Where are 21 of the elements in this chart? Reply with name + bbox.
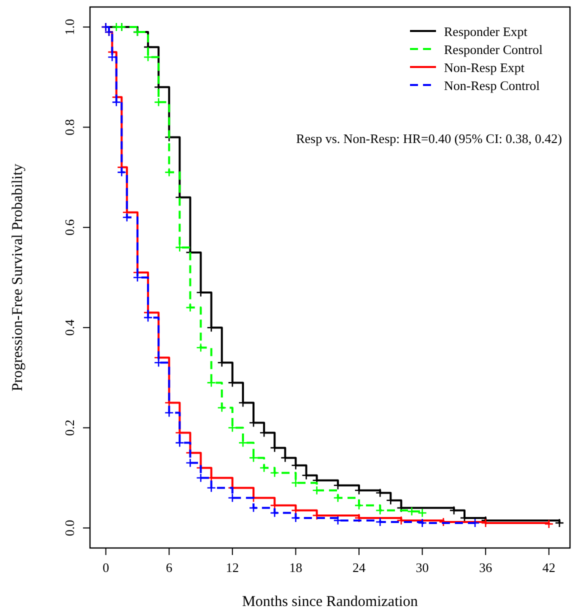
y-tick-label: 0.2 xyxy=(62,420,77,436)
x-tick-label: 6 xyxy=(166,560,173,575)
legend-label: Non-Resp Expt xyxy=(444,60,525,75)
y-tick-label: 1.0 xyxy=(62,18,77,36)
x-tick-label: 18 xyxy=(289,560,302,575)
legend-label: Non-Resp Control xyxy=(444,78,540,93)
x-tick-label: 36 xyxy=(479,560,493,575)
legend-label: Responder Expt xyxy=(444,24,528,39)
x-tick-label: 24 xyxy=(352,560,366,575)
legend-label: Responder Control xyxy=(444,42,543,57)
y-tick-label: 0.0 xyxy=(62,520,77,536)
x-tick-label: 30 xyxy=(416,560,429,575)
y-axis-title: Progression-Free Survival Probability xyxy=(10,163,26,392)
y-tick-label: 0.4 xyxy=(62,318,77,336)
y-tick-label: 0.8 xyxy=(62,119,77,136)
annotation: Resp vs. Non-Resp: HR=0.40 (95% CI: 0.38, 0.42) xyxy=(296,131,562,146)
x-tick-label: 12 xyxy=(226,560,239,575)
x-tick-label: 42 xyxy=(542,560,556,575)
x-axis-title: Months since Randomization xyxy=(242,594,418,610)
x-tick-label: 0 xyxy=(102,560,110,575)
y-tick-label: 0.6 xyxy=(62,218,77,236)
